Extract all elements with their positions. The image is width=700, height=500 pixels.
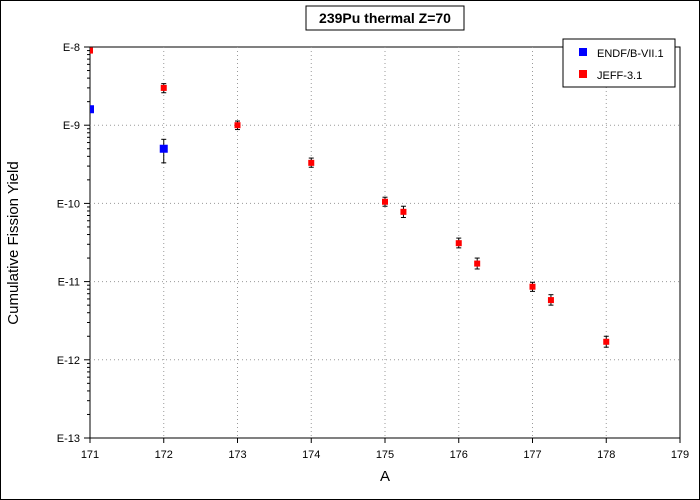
legend: ENDF/B-VII.1 JEFF-3.1 xyxy=(562,38,676,88)
x-tick-label: 175 xyxy=(376,449,394,461)
legend-marker-jeff xyxy=(579,70,587,78)
data-point-jeff xyxy=(160,84,167,91)
y-tick-label: E-11 xyxy=(58,277,80,289)
data-point-endf xyxy=(159,144,168,153)
y-axis-title: Cumulative Fission Yield xyxy=(5,161,22,324)
data-point-endf xyxy=(90,105,94,114)
x-tick-label: 176 xyxy=(450,449,468,461)
legend-label-jeff: JEFF-3.1 xyxy=(597,70,642,82)
data-point-jeff xyxy=(382,198,388,205)
data-point-jeff xyxy=(529,283,536,290)
data-point-jeff xyxy=(400,208,407,215)
x-tick-label: 174 xyxy=(302,449,320,461)
data-point-jeff xyxy=(90,47,93,54)
x-tick-label: 177 xyxy=(523,449,541,461)
y-tick-label: E-13 xyxy=(57,433,80,445)
chart-title: 239Pu thermal Z=70 xyxy=(319,10,451,26)
x-tick-label: 171 xyxy=(81,449,99,461)
data-points xyxy=(90,47,610,348)
x-tick-label: 178 xyxy=(597,449,615,461)
y-tick-label: E-10 xyxy=(57,198,80,210)
legend-box xyxy=(562,38,676,88)
y-tick-label: E-12 xyxy=(57,355,80,367)
data-point-jeff xyxy=(308,159,315,166)
y-tick-label: E-9 xyxy=(63,120,80,132)
x-tick-label: 179 xyxy=(671,449,689,461)
data-point-jeff xyxy=(547,297,554,304)
y-tick-label: E-8 xyxy=(63,42,80,54)
data-point-jeff xyxy=(455,240,462,247)
x-tick-label: 173 xyxy=(228,449,246,461)
data-point-jeff xyxy=(603,338,610,345)
x-axis-title: A xyxy=(380,468,390,485)
legend-label-endf: ENDF/B-VII.1 xyxy=(597,48,664,60)
x-tick-label: 172 xyxy=(155,449,173,461)
title-box xyxy=(305,5,465,31)
data-point-jeff xyxy=(234,122,241,129)
legend-marker-endf xyxy=(579,48,587,56)
data-point-jeff xyxy=(474,260,481,267)
axes: 171 172 173 174 175 176 177 178 179 E-13 E-12 E-11 E… xyxy=(57,42,689,461)
